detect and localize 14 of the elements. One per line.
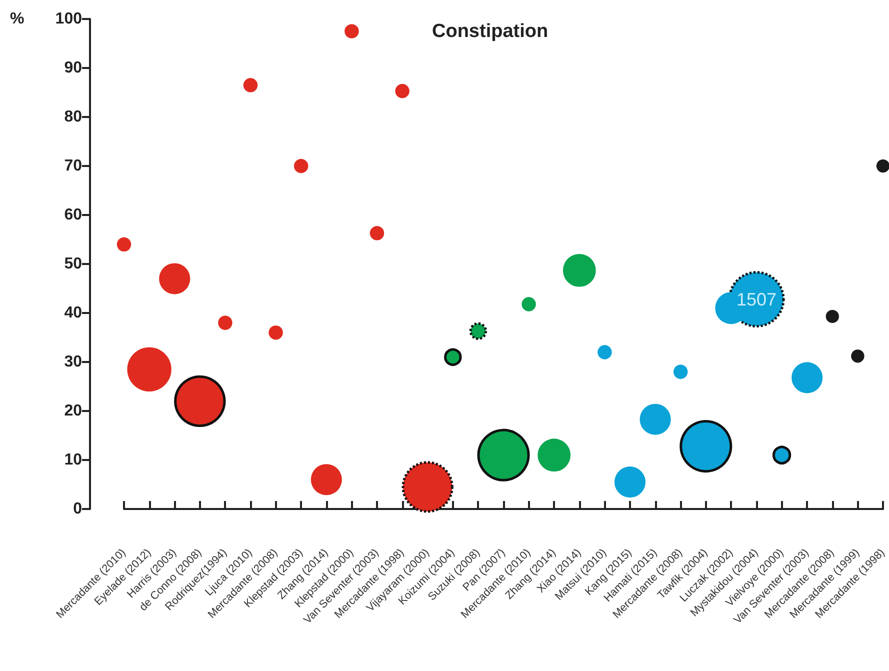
- y-tick-label: 80: [64, 108, 82, 126]
- y-tick-label: 10: [64, 452, 82, 468]
- y-tick-label: 0: [73, 500, 82, 518]
- y-tick-label: 40: [64, 304, 82, 322]
- annotation: 1507: [736, 289, 777, 310]
- y-tick-label: 50: [64, 256, 82, 272]
- chart-title: Constipation: [432, 21, 548, 42]
- y-tick-label: 70: [64, 158, 82, 174]
- y-tick-label: 100: [55, 10, 82, 28]
- y-tick-label: 30: [64, 354, 82, 370]
- y-tick-label: 90: [64, 60, 82, 76]
- y-tick-label: 60: [64, 206, 82, 224]
- y-axis-title: %: [10, 10, 24, 28]
- y-tick-label: 20: [64, 402, 82, 420]
